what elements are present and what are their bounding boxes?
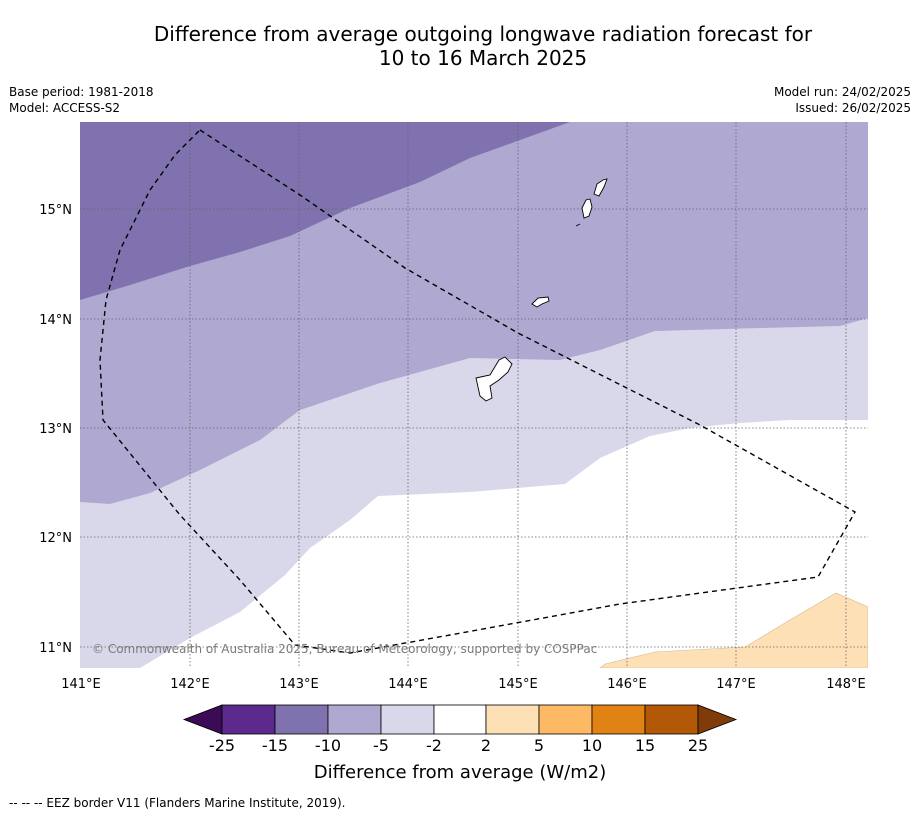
colorbar-bin <box>485 704 540 735</box>
lon-label: 145°E <box>498 677 538 692</box>
lat-label: 14°N <box>39 313 72 328</box>
lat-label: 11°N <box>39 641 72 656</box>
colorbar-extend-low <box>182 704 223 735</box>
colorbar-tick: 5 <box>534 736 544 755</box>
colorbar-extend-high <box>697 704 738 735</box>
gridlines <box>80 122 868 668</box>
colorbar-tick: -5 <box>373 736 389 755</box>
colorbar-bin <box>644 704 699 735</box>
lon-label: 147°E <box>716 677 756 692</box>
title-line-1: Difference from average outgoing longwav… <box>153 22 813 46</box>
colorbar-bin <box>327 704 382 735</box>
colorbar-bin <box>380 704 435 735</box>
colorbar-tick: -2 <box>426 736 442 755</box>
map-area <box>80 122 868 668</box>
colorbar-tick: 15 <box>635 736 655 755</box>
copyright-notice: © Commonwealth of Australia 2025, Bureau… <box>92 642 597 656</box>
colorbar-bin <box>591 704 646 735</box>
lon-label: 146°E <box>607 677 647 692</box>
colorbar-tick: 10 <box>582 736 602 755</box>
island-rota <box>531 296 550 308</box>
anomaly-zone-plus2-plus5 <box>599 592 868 668</box>
island-guam <box>475 356 513 402</box>
lon-label: 141°E <box>61 677 101 692</box>
model-run: Model run: 24/02/2025 <box>773 85 911 99</box>
lat-label: 12°N <box>39 531 72 546</box>
longitude-labels: 141°E 142°E 143°E 144°E 145°E 146°E 147°… <box>61 677 866 692</box>
colorbar-bin <box>538 704 593 735</box>
colorbar-bin <box>221 704 276 735</box>
issued-date: Issued: 26/02/2025 <box>795 101 911 115</box>
latitude-labels: 15°N 14°N 13°N 12°N 11°N <box>39 203 72 656</box>
metadata-left: Base period: 1981-2018 Model: ACCESS-S2 <box>9 84 154 116</box>
islands <box>475 178 608 402</box>
colorbar-tick: 2 <box>481 736 491 755</box>
lon-label: 144°E <box>388 677 428 692</box>
colorbar-bin <box>274 704 329 735</box>
colorbar-tick: 25 <box>688 736 708 755</box>
lon-label: 142°E <box>170 677 210 692</box>
colorbar-title: Difference from average (W/m2) <box>314 762 606 783</box>
colorbar-tick: -15 <box>262 736 288 755</box>
island-saipan <box>593 178 608 197</box>
colorbar-tick: -25 <box>209 736 235 755</box>
lat-label: 15°N <box>39 203 72 218</box>
colorbar-tick: -10 <box>315 736 341 755</box>
title-line-2: 10 to 16 March 2025 <box>378 46 588 70</box>
colorbar: -25 -15 -10 -5 -2 2 5 10 15 25 Differenc… <box>182 704 738 783</box>
colorbar-ticks: -25 -15 -10 -5 -2 2 5 10 15 25 <box>209 736 708 755</box>
island-aguijan <box>575 223 581 227</box>
lat-label: 13°N <box>39 422 72 437</box>
lon-label: 148°E <box>826 677 866 692</box>
legend-note: -- -- -- EEZ border V11 (Flanders Marine… <box>9 796 346 810</box>
eez-border <box>99 129 856 654</box>
colorbar-bin <box>433 704 487 735</box>
model-name: Model: ACCESS-S2 <box>9 101 121 115</box>
anomaly-zone-minus15-minus10 <box>80 122 570 300</box>
island-tinian <box>581 198 593 219</box>
metadata-right: Model run: 24/02/2025 Issued: 26/02/2025 <box>774 84 911 116</box>
base-period: Base period: 1981-2018 <box>9 85 154 99</box>
lon-label: 143°E <box>279 677 319 692</box>
